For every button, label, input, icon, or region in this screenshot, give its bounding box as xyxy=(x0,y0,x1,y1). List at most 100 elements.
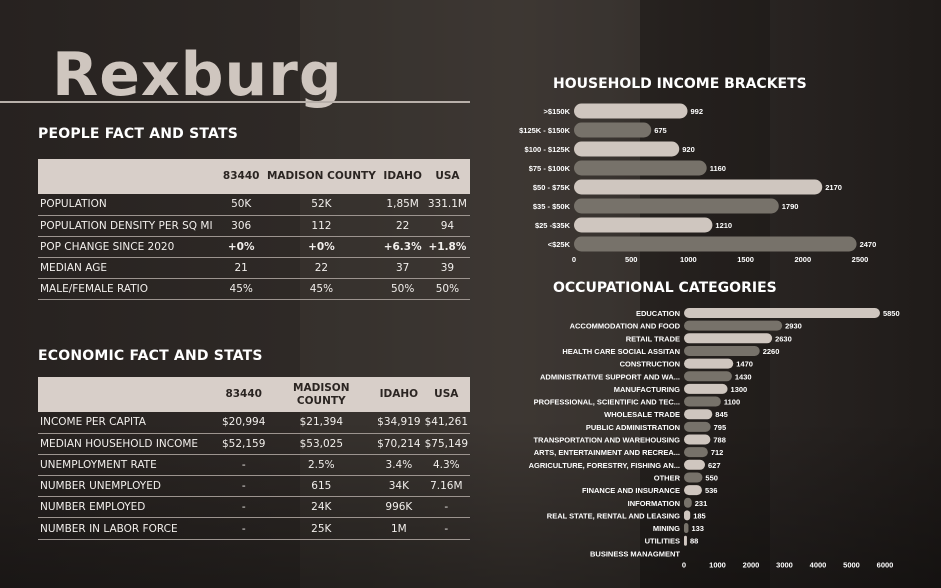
table-header-cell: USA xyxy=(424,159,470,194)
row-label: MEDIAN AGE xyxy=(40,262,108,275)
bar xyxy=(684,523,689,534)
table-header-cell: IDAHO xyxy=(375,377,423,412)
bar xyxy=(574,103,688,119)
table-cell: +0% xyxy=(227,240,255,253)
table-cell: - xyxy=(444,522,449,535)
economic-stats-table: 83440 MADISON COUNTY IDAHO USA INCOME PER C… xyxy=(38,377,470,540)
table-cell: - xyxy=(241,480,246,493)
bar xyxy=(574,236,857,252)
page-title: Rexburg xyxy=(52,40,343,110)
value-label: 2260 xyxy=(763,347,780,356)
table-cell: 7.16M xyxy=(430,480,463,493)
value-label: 788 xyxy=(713,436,726,445)
table-header-cell: USA xyxy=(422,377,470,412)
value-label: 185 xyxy=(693,511,706,520)
table-cell: 25K xyxy=(311,522,332,535)
row-label: POPULATION xyxy=(40,198,107,211)
table-cell: +1.8% xyxy=(428,240,467,253)
table-header-cell: 83440 xyxy=(220,377,268,412)
table-row: MALE/FEMALE RATIO 45% 45% 50% 50% xyxy=(38,279,470,300)
category-label: $25 -$35K xyxy=(535,221,571,230)
value-label: 920 xyxy=(682,145,695,154)
table-cell: 1M xyxy=(390,522,407,535)
value-label: 1210 xyxy=(715,221,732,230)
value-label: 231 xyxy=(695,499,708,508)
table-cell: - xyxy=(241,522,246,535)
value-label: 536 xyxy=(705,486,718,495)
table-cell: 112 xyxy=(311,219,332,232)
category-label: HEALTH CARE SOCIAL ASSITAN xyxy=(562,347,680,356)
table-header-row: 83440 MADISON COUNTY IDAHO USA xyxy=(38,159,470,194)
income-chart-title: HOUSEHOLD INCOME BRACKETS xyxy=(553,76,807,92)
bar xyxy=(684,345,760,356)
table-cell: 22 xyxy=(314,262,329,275)
bar xyxy=(684,472,703,483)
value-label: 133 xyxy=(691,524,704,533)
table-cell: $21,394 xyxy=(299,416,343,429)
category-label: OTHER xyxy=(654,473,681,482)
bar xyxy=(684,485,702,496)
value-label: 845 xyxy=(715,410,728,419)
economic-section-title: ECONOMIC FACT AND STATS xyxy=(38,348,263,364)
row-label: POPULATION DENSITY PER SQ MI xyxy=(40,219,213,232)
table-cell: $70,214 xyxy=(377,437,421,450)
table-cell: 4.3% xyxy=(432,458,460,471)
row-label: NUMBER IN LABOR FORCE xyxy=(40,522,178,535)
bar xyxy=(574,160,707,176)
table-row: POPULATION 50K 52K 1,85M 331.1M xyxy=(38,194,470,216)
x-tick-label: 2000 xyxy=(794,255,811,264)
bar xyxy=(574,217,713,233)
row-label: POP CHANGE SINCE 2020 xyxy=(40,240,175,253)
table-cell: 45% xyxy=(309,283,334,296)
row-label: MEDIAN HOUSEHOLD INCOME xyxy=(40,437,199,450)
table-row: NUMBER IN LABOR FORCE - 25K 1M - xyxy=(38,518,470,540)
table-header-cell: IDAHO xyxy=(380,159,425,194)
table-row: NUMBER EMPLOYED - 24K 996K - xyxy=(38,497,470,518)
category-label: TRANSPORTATION AND WAREHOUSING xyxy=(533,436,680,445)
table-row: MEDIAN HOUSEHOLD INCOME $52,159 $53,025 $70… xyxy=(38,433,470,455)
table-header-label-column xyxy=(38,159,220,194)
category-label: ADMINISTRATIVE SUPPORT AND WA... xyxy=(540,372,680,381)
table-cell: - xyxy=(241,458,246,471)
category-label: PUBLIC ADMINISTRATION xyxy=(586,423,680,432)
table-cell: 996K xyxy=(385,501,413,514)
category-label: MINING xyxy=(653,524,680,533)
table-cell: $53,025 xyxy=(299,437,343,450)
category-label: RETAIL TRADE xyxy=(626,334,680,343)
table-cell: 52K xyxy=(311,198,332,211)
table-cell: $20,994 xyxy=(222,416,266,429)
bar xyxy=(684,447,708,458)
value-label: 2170 xyxy=(825,183,842,192)
table-cell: $52,159 xyxy=(222,437,266,450)
category-label: $50 - $75K xyxy=(533,183,571,192)
table-cell: 306 xyxy=(231,219,252,232)
bar xyxy=(684,409,713,420)
table-cell: $34,919 xyxy=(377,416,421,429)
category-label: ARTS, ENTERTAINMENT AND RECREA... xyxy=(534,448,680,457)
row-label: NUMBER EMPLOYED xyxy=(40,501,146,514)
table-row: MEDIAN AGE 21 22 37 39 xyxy=(38,258,470,279)
value-label: 5850 xyxy=(883,309,900,318)
bar xyxy=(684,320,783,331)
bar xyxy=(684,371,732,382)
value-label: 1790 xyxy=(782,202,799,211)
bar xyxy=(684,396,721,407)
value-label: 1160 xyxy=(710,164,726,173)
title-underline xyxy=(0,101,470,103)
row-label: MALE/FEMALE RATIO xyxy=(40,283,149,296)
table-cell: 3.4% xyxy=(385,458,413,471)
x-tick-label: 4000 xyxy=(810,560,827,569)
value-label: 2930 xyxy=(785,322,802,331)
table-row: POPULATION DENSITY PER SQ MI 306 112 22 94 xyxy=(38,215,470,237)
bar xyxy=(684,358,734,369)
category-label: ACCOMMODATION AND FOOD xyxy=(570,322,681,331)
table-cell: $75,149 xyxy=(424,437,468,450)
value-label: 712 xyxy=(711,448,724,457)
table-cell: 50% xyxy=(390,283,415,296)
bar xyxy=(574,198,779,214)
table-cell: 39 xyxy=(440,262,455,275)
bar xyxy=(684,383,728,394)
x-tick-label: 2500 xyxy=(852,255,869,264)
